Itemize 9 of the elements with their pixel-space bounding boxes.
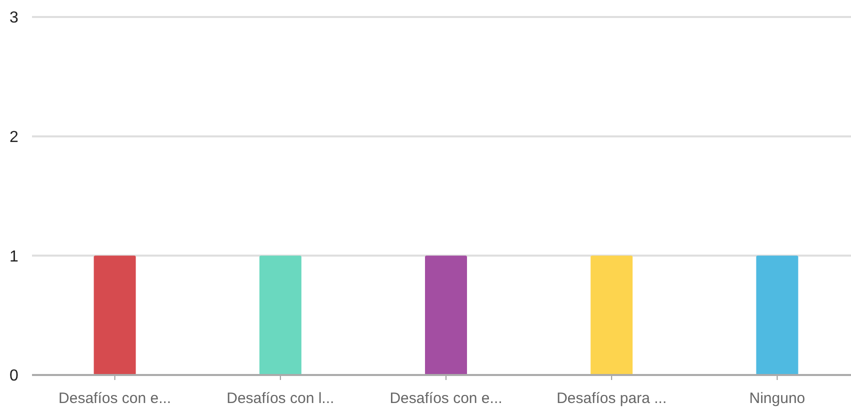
x-tick-label: Desafíos con l...	[226, 390, 334, 407]
y-tick-label: 2	[10, 128, 19, 146]
y-tick-label: 3	[10, 10, 19, 27]
x-tick-label: Ninguno	[749, 390, 806, 407]
x-tick-label: Desafíos con e...	[390, 390, 502, 407]
y-tick-label: 1	[10, 248, 19, 266]
y-tick-label: 0	[10, 368, 19, 385]
x-tick-label: Desafíos con e...	[58, 390, 172, 407]
x-tick-label: Desafíos para ...	[556, 390, 667, 407]
